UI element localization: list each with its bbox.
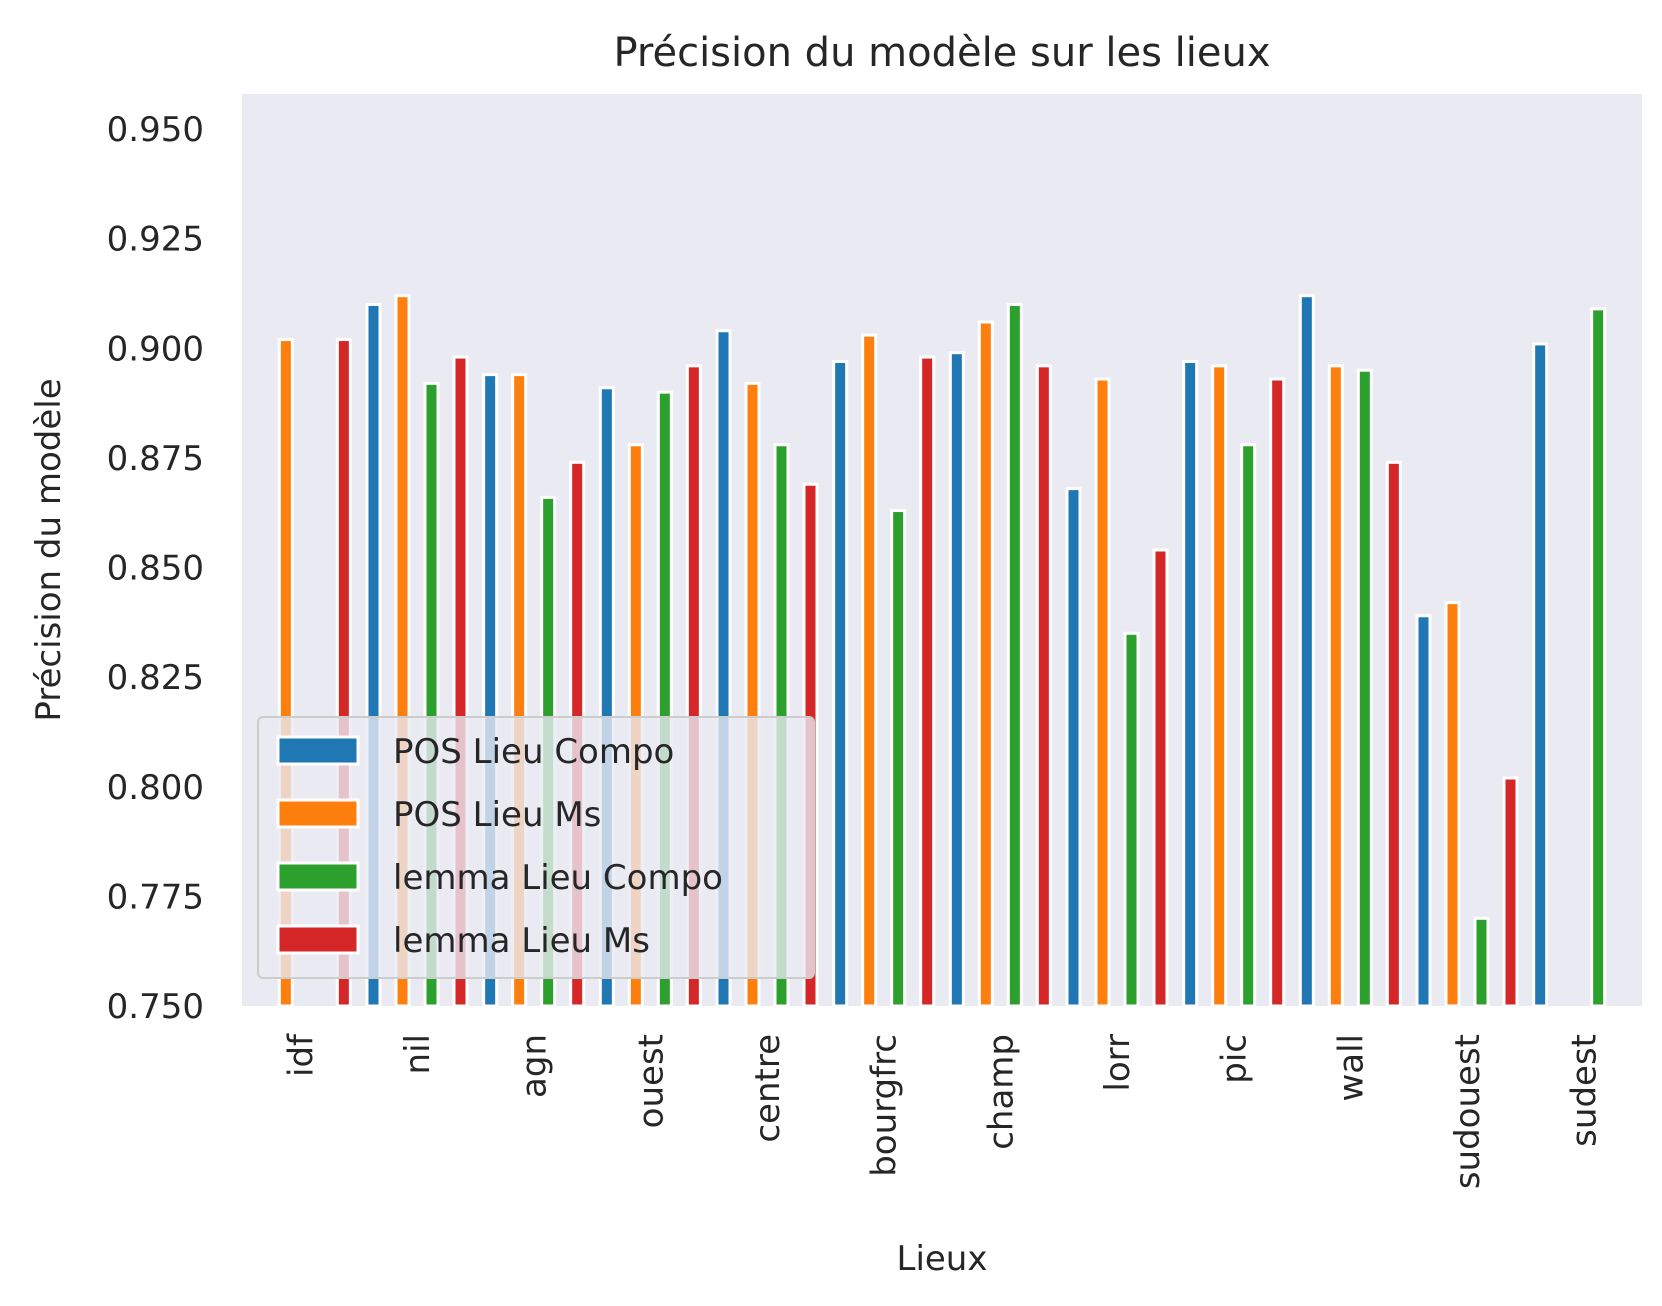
x-axis: idf nil agn ouest centre bourgfrc champ lorr pic… xyxy=(281,1033,1604,1189)
legend-swatch xyxy=(276,924,360,955)
x-tick-label: lorr xyxy=(1098,1034,1138,1092)
legend-swatch xyxy=(276,735,360,766)
x-axis-title: Lieux xyxy=(897,1239,988,1279)
bar-bourgfrc-pos-lieu-compo xyxy=(832,359,849,1008)
y-axis: 0.750 0.775 0.800 0.825 0.850 0.875 0.900 0.925… xyxy=(107,110,204,1027)
bar-sudouest-lemma-lieu-ms xyxy=(1502,776,1519,1008)
y-tick-label: 0.875 xyxy=(107,439,204,479)
bar-lorr-lemma-lieu-compo xyxy=(1123,631,1140,1008)
y-tick-label: 0.775 xyxy=(107,877,204,917)
y-axis-title: Précision du modèle xyxy=(29,378,69,721)
x-tick-label: sudouest xyxy=(1448,1034,1488,1189)
legend-label: lemma Lieu Ms xyxy=(393,921,650,961)
x-tick-label: agn xyxy=(515,1034,555,1098)
bar-pic-lemma-lieu-ms xyxy=(1269,377,1286,1008)
bar-champ-lemma-lieu-compo xyxy=(1006,302,1023,1008)
legend-swatch xyxy=(276,861,360,892)
bar-sudest-lemma-lieu-compo xyxy=(1590,307,1607,1008)
y-tick-label: 0.925 xyxy=(107,220,204,260)
x-tick-label: champ xyxy=(981,1034,1021,1150)
legend-swatch xyxy=(276,798,360,829)
bar-sudouest-pos-lieu-ms xyxy=(1444,601,1461,1008)
bar-wall-lemma-lieu-ms xyxy=(1385,460,1402,1008)
bar-champ-pos-lieu-ms xyxy=(977,320,994,1008)
y-tick-label: 0.825 xyxy=(107,658,204,698)
legend-label: POS Lieu Compo xyxy=(393,732,674,772)
legend-label: POS Lieu Ms xyxy=(393,795,601,835)
x-tick-label: idf xyxy=(281,1033,321,1077)
x-tick-label: nil xyxy=(398,1034,438,1074)
x-tick-label: pic xyxy=(1215,1034,1255,1084)
bar-sudouest-pos-lieu-compo xyxy=(1415,614,1432,1008)
bar-champ-lemma-lieu-ms xyxy=(1035,364,1052,1008)
y-tick-label: 0.850 xyxy=(107,549,204,589)
chart-title: Précision du modèle sur les lieux xyxy=(613,30,1270,76)
bar-wall-pos-lieu-compo xyxy=(1298,294,1315,1008)
bar-bourgfrc-lemma-lieu-compo xyxy=(890,509,907,1008)
bar-sudouest-lemma-lieu-compo xyxy=(1473,916,1490,1008)
bar-wall-pos-lieu-ms xyxy=(1327,364,1344,1008)
x-tick-label: bourgfrc xyxy=(865,1034,905,1177)
x-tick-label: sudest xyxy=(1565,1034,1605,1147)
bar-bourgfrc-pos-lieu-ms xyxy=(861,333,878,1008)
bar-champ-pos-lieu-compo xyxy=(948,351,965,1008)
x-tick-label: ouest xyxy=(631,1034,671,1128)
bar-lorr-lemma-lieu-ms xyxy=(1152,548,1169,1008)
legend-label: lemma Lieu Compo xyxy=(393,858,723,898)
bar-wall-lemma-lieu-compo xyxy=(1356,368,1373,1008)
bar-pic-pos-lieu-compo xyxy=(1182,359,1199,1008)
bar-lorr-pos-lieu-compo xyxy=(1065,487,1082,1008)
legend: POS Lieu Compo POS Lieu Ms lemma Lieu Comp… xyxy=(257,716,815,979)
bar-pic-lemma-lieu-compo xyxy=(1240,443,1257,1008)
bar-pic-pos-lieu-ms xyxy=(1211,364,1228,1008)
x-tick-label: centre xyxy=(748,1034,788,1143)
legend-box xyxy=(257,716,815,979)
y-tick-label: 0.950 xyxy=(107,110,204,150)
bars-layer xyxy=(277,294,1607,1008)
y-tick-label: 0.750 xyxy=(107,987,204,1027)
y-tick-label: 0.800 xyxy=(107,768,204,808)
bar-lorr-pos-lieu-ms xyxy=(1094,377,1111,1008)
bar-bourgfrc-lemma-lieu-ms xyxy=(919,355,936,1008)
y-tick-label: 0.900 xyxy=(107,329,204,369)
x-tick-label: wall xyxy=(1331,1034,1371,1102)
bar-sudest-pos-lieu-compo xyxy=(1532,342,1549,1008)
